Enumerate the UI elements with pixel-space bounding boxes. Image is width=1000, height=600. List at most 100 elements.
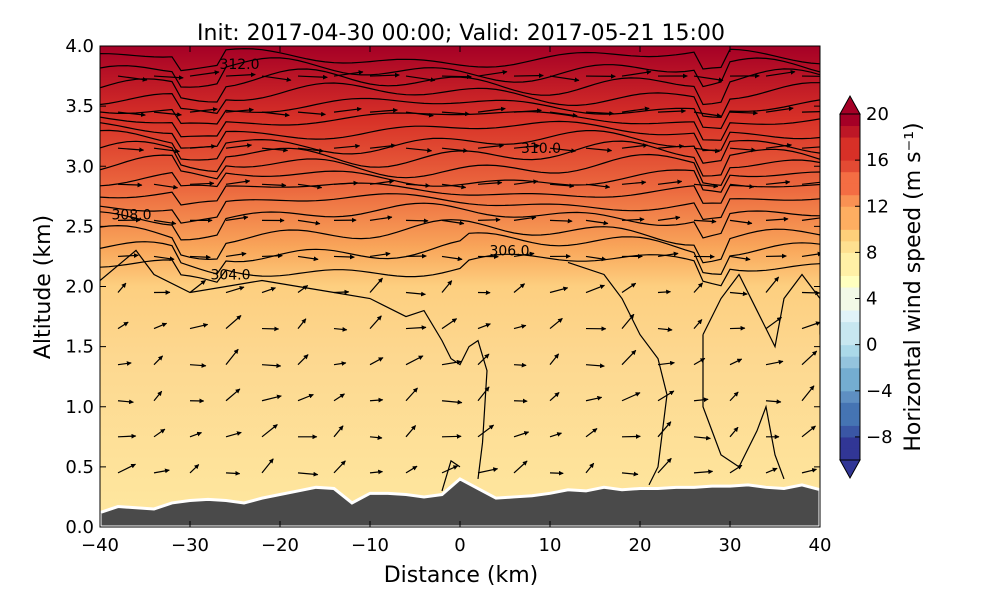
wind-vector — [117, 282, 127, 293]
wind-vector — [225, 348, 239, 366]
theta-contour-line — [100, 169, 820, 193]
wind-vector — [405, 465, 418, 474]
wind-vector — [441, 111, 470, 117]
y-axis-ticks: 0.0 0.5 1.0 1.5 2.0 2.5 3.0 3.5 4.0 — [65, 36, 820, 538]
colorbar — [839, 94, 861, 480]
theta-contour-line — [100, 253, 820, 287]
wind-vector — [261, 394, 282, 402]
wind-vector — [765, 399, 782, 405]
wind-vector — [729, 255, 751, 262]
theta-contour-line — [100, 68, 820, 106]
wind-vector — [153, 111, 182, 117]
wind-vector — [801, 110, 820, 113]
wind-vector — [801, 321, 820, 330]
wind-vector — [333, 106, 362, 113]
colorbar-segment — [840, 125, 860, 138]
wind-vector — [369, 215, 393, 221]
wind-vector — [657, 421, 672, 438]
wind-vector — [549, 392, 560, 402]
wind-vector — [513, 324, 527, 330]
wind-vector — [117, 253, 139, 258]
wind-vector — [261, 286, 276, 294]
colorbar-segment — [840, 137, 860, 150]
wind-vector — [261, 363, 282, 369]
wind-vector — [297, 147, 324, 154]
theta-contour-line — [100, 182, 820, 206]
wind-vector — [405, 111, 434, 118]
colorbar-segment — [840, 217, 860, 230]
wind-vector — [153, 322, 168, 330]
colorbar-frame — [839, 113, 861, 461]
wind-vector — [801, 215, 820, 221]
wind-vector — [729, 183, 755, 189]
wind-vector — [549, 317, 563, 330]
wind-vector — [297, 111, 326, 117]
wind-vector — [729, 464, 743, 474]
wind-vector — [801, 146, 820, 149]
wind-vector — [189, 363, 207, 368]
wind-vector — [441, 465, 459, 474]
colorbar-segment — [840, 114, 860, 127]
wind-vector — [657, 108, 686, 114]
wind-vector — [297, 219, 321, 226]
contour-label: 310.0 — [521, 141, 561, 157]
wind-vector — [585, 363, 605, 369]
wind-vector — [153, 255, 175, 262]
wind-vector — [405, 325, 427, 331]
wind-vector — [405, 218, 429, 224]
wind-vector — [405, 387, 418, 402]
wind-vector — [765, 69, 796, 77]
wind-vector — [549, 183, 575, 189]
wind-vector — [153, 219, 177, 226]
wind-vector — [657, 179, 683, 185]
theta-contour-line — [100, 153, 820, 187]
wind-vector — [477, 143, 504, 149]
wind-vector — [729, 147, 757, 153]
theta-contour-line — [100, 232, 820, 276]
wind-vector — [585, 219, 609, 226]
y-tick-label: 3.5 — [65, 96, 94, 117]
wind-vector — [189, 431, 202, 438]
wind-vector — [549, 470, 564, 476]
theta-contour-line — [100, 193, 820, 224]
wind-vector — [369, 143, 396, 149]
wind-vector — [513, 179, 539, 185]
colorbar-segment — [840, 298, 860, 311]
wind-vector — [513, 143, 541, 149]
wind-vector — [261, 424, 278, 438]
wind-vector — [153, 147, 180, 154]
theta-contour-line — [100, 82, 820, 119]
wind-vector — [225, 143, 252, 149]
theta-contour-line — [100, 120, 820, 152]
wind-vector — [693, 218, 717, 224]
wind-vector — [513, 108, 542, 114]
colorbar-segment — [840, 379, 860, 392]
wind-vector — [117, 463, 136, 474]
contour-label: 308.0 — [111, 207, 151, 223]
wind-vector — [585, 284, 605, 294]
x-tick-label: −20 — [261, 535, 299, 556]
wind-vector — [801, 468, 817, 474]
wind-vector — [189, 144, 217, 149]
wind-vector — [801, 181, 820, 185]
wind-vector — [765, 316, 782, 330]
wind-vector — [261, 182, 287, 188]
wind-vector — [765, 106, 794, 113]
wind-vector — [333, 289, 350, 295]
wind-vector — [297, 74, 328, 80]
colorbar-segment — [840, 171, 860, 184]
colorbar-segment — [840, 425, 860, 438]
wind-vector — [765, 276, 780, 293]
wind-vector — [189, 279, 206, 293]
wind-vector — [441, 318, 457, 330]
wind-vector — [297, 318, 307, 329]
colorbar-segment — [840, 263, 860, 276]
wind-vector — [333, 327, 348, 332]
wind-vector — [441, 147, 469, 153]
wind-vector — [549, 353, 560, 366]
wind-vector — [693, 357, 706, 366]
wind-vector — [333, 425, 344, 438]
wind-vector — [369, 107, 398, 113]
wind-vector — [297, 471, 319, 477]
wind-vector — [189, 107, 218, 113]
